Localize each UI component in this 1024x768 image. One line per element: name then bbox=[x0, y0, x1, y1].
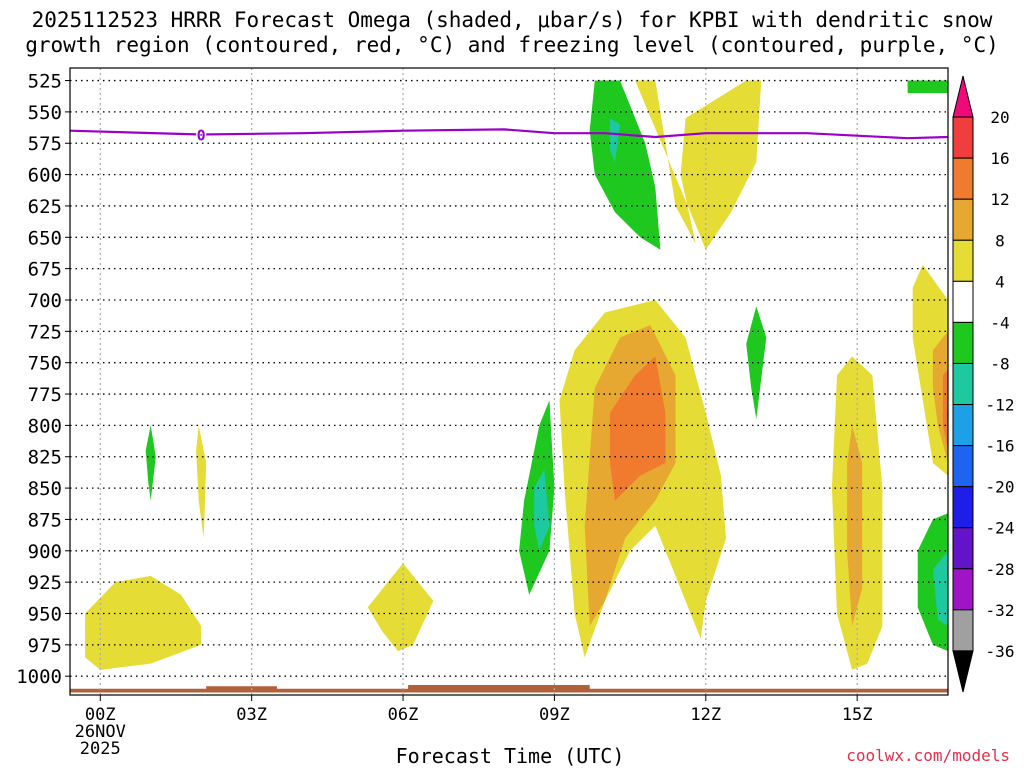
colorbar-seg-1 bbox=[952, 116, 974, 159]
omega-fill-layer bbox=[70, 80, 948, 693]
xtick-label-15Z: 15Z bbox=[842, 705, 873, 725]
omega-region-3 bbox=[635, 80, 762, 250]
xtick-label-06Z: 06Z bbox=[388, 705, 419, 725]
colorbar: 20 16 12 8 4 -4 -8 -12 -16 -20 -24 -28 -32 -36 bbox=[952, 75, 1015, 693]
colorbar-seg-5 bbox=[952, 280, 974, 323]
colorbar-seg-2 bbox=[952, 157, 974, 200]
colorbar-label-6: -8 bbox=[990, 354, 1009, 373]
colorbar-label-8: -16 bbox=[986, 437, 1015, 456]
freezing-level-label-bg bbox=[196, 126, 207, 143]
xtick-label-00Z: 00Z bbox=[85, 705, 116, 725]
colorbar-cap-bottom bbox=[952, 650, 974, 693]
ytick-label-650: 650 bbox=[28, 227, 62, 249]
colorbar-label-3: 8 bbox=[995, 231, 1005, 250]
xtick-date: 26NOV bbox=[75, 722, 126, 742]
colorbar-label-2: 12 bbox=[990, 190, 1009, 209]
ytick-label-825: 825 bbox=[28, 447, 62, 469]
colorbar-label-13: -36 bbox=[986, 642, 1015, 661]
ytick-label-750: 750 bbox=[28, 353, 62, 375]
colorbar-label-10: -24 bbox=[986, 519, 1015, 538]
colorbar-label-0: 20 bbox=[990, 108, 1009, 127]
ytick-label-675: 675 bbox=[28, 259, 62, 281]
x-axis-label: Forecast Time (UTC) bbox=[395, 744, 625, 768]
ytick-label-600: 600 bbox=[28, 165, 62, 187]
colorbar-seg-9 bbox=[952, 445, 974, 488]
terrain-strip bbox=[70, 685, 948, 693]
colorbar-cap-top bbox=[952, 75, 974, 118]
xtick-label-03Z: 03Z bbox=[236, 705, 267, 725]
colorbar-seg-10 bbox=[952, 486, 974, 529]
colorbar-seg-13 bbox=[952, 609, 974, 652]
omega-region-11 bbox=[943, 369, 948, 451]
colorbar-label-9: -20 bbox=[986, 478, 1015, 497]
freezing-level-label: 0 bbox=[197, 126, 206, 144]
omega-region-18 bbox=[907, 80, 948, 94]
chart-title-line1: 2025112523 HRRR Forecast Omega (shaded, … bbox=[31, 8, 993, 32]
omega-region-1 bbox=[196, 425, 207, 539]
colorbar-seg-3 bbox=[952, 198, 974, 241]
colorbar-seg-8 bbox=[952, 404, 974, 447]
ytick-label-975: 975 bbox=[28, 635, 62, 657]
colorbar-seg-4 bbox=[952, 239, 974, 282]
plot-frame bbox=[69, 67, 949, 696]
axis-layer: 525 550 575 600 625 650 675 700 725 750 775 800 825 8… bbox=[16, 67, 949, 759]
ytick-label-925: 925 bbox=[28, 572, 62, 594]
credit-link[interactable]: coolwx.com/models bbox=[846, 746, 1010, 765]
omega-region-20 bbox=[534, 469, 550, 551]
colorbar-label-4: 4 bbox=[995, 272, 1005, 291]
xtick-label-12Z: 12Z bbox=[690, 705, 721, 725]
colorbar-label-5: -4 bbox=[990, 313, 1009, 332]
ytick-label-625: 625 bbox=[28, 196, 62, 218]
ytick-label-525: 525 bbox=[28, 71, 62, 93]
ytick-label-950: 950 bbox=[28, 603, 62, 625]
freezing-level-line bbox=[69, 128, 949, 140]
ytick-label-725: 725 bbox=[28, 321, 62, 343]
omega-region-13 bbox=[145, 425, 156, 501]
omega-region-8 bbox=[847, 425, 863, 626]
colorbar-label-11: -28 bbox=[986, 560, 1015, 579]
ytick-label-800: 800 bbox=[28, 415, 62, 437]
ytick-label-850: 850 bbox=[28, 478, 62, 500]
colorbar-label-12: -32 bbox=[986, 601, 1015, 620]
colorbar-seg-6 bbox=[952, 321, 974, 364]
omega-region-10 bbox=[609, 356, 666, 501]
colorbar-label-1: 16 bbox=[990, 149, 1009, 168]
colorbar-seg-7 bbox=[952, 362, 974, 406]
ytick-label-550: 550 bbox=[28, 102, 62, 124]
ytick-label-775: 775 bbox=[28, 384, 62, 406]
ytick-label-900: 900 bbox=[28, 541, 62, 563]
colorbar-seg-12 bbox=[952, 568, 974, 611]
ytick-label-875: 875 bbox=[28, 509, 62, 531]
grid-layer bbox=[70, 68, 948, 695]
ytick-label-1000: 1000 bbox=[16, 666, 62, 688]
omega-region-16 bbox=[746, 306, 767, 420]
omega-region-2 bbox=[367, 563, 434, 652]
xtick-year: 2025 bbox=[80, 739, 121, 759]
ytick-label-575: 575 bbox=[28, 133, 62, 155]
colorbar-label-7: -12 bbox=[986, 396, 1015, 415]
colorbar-seg-11 bbox=[952, 527, 974, 570]
omega-region-14 bbox=[589, 80, 661, 250]
xtick-label-09Z: 09Z bbox=[539, 705, 570, 725]
omega-region-19 bbox=[609, 118, 620, 163]
omega-region-0 bbox=[85, 575, 202, 670]
ytick-label-700: 700 bbox=[28, 290, 62, 312]
omega-region-21 bbox=[932, 550, 948, 626]
chart-title-line2: growth region (contoured, red, °C) and f… bbox=[25, 33, 999, 57]
freezing-level-layer: 0 bbox=[69, 126, 949, 144]
